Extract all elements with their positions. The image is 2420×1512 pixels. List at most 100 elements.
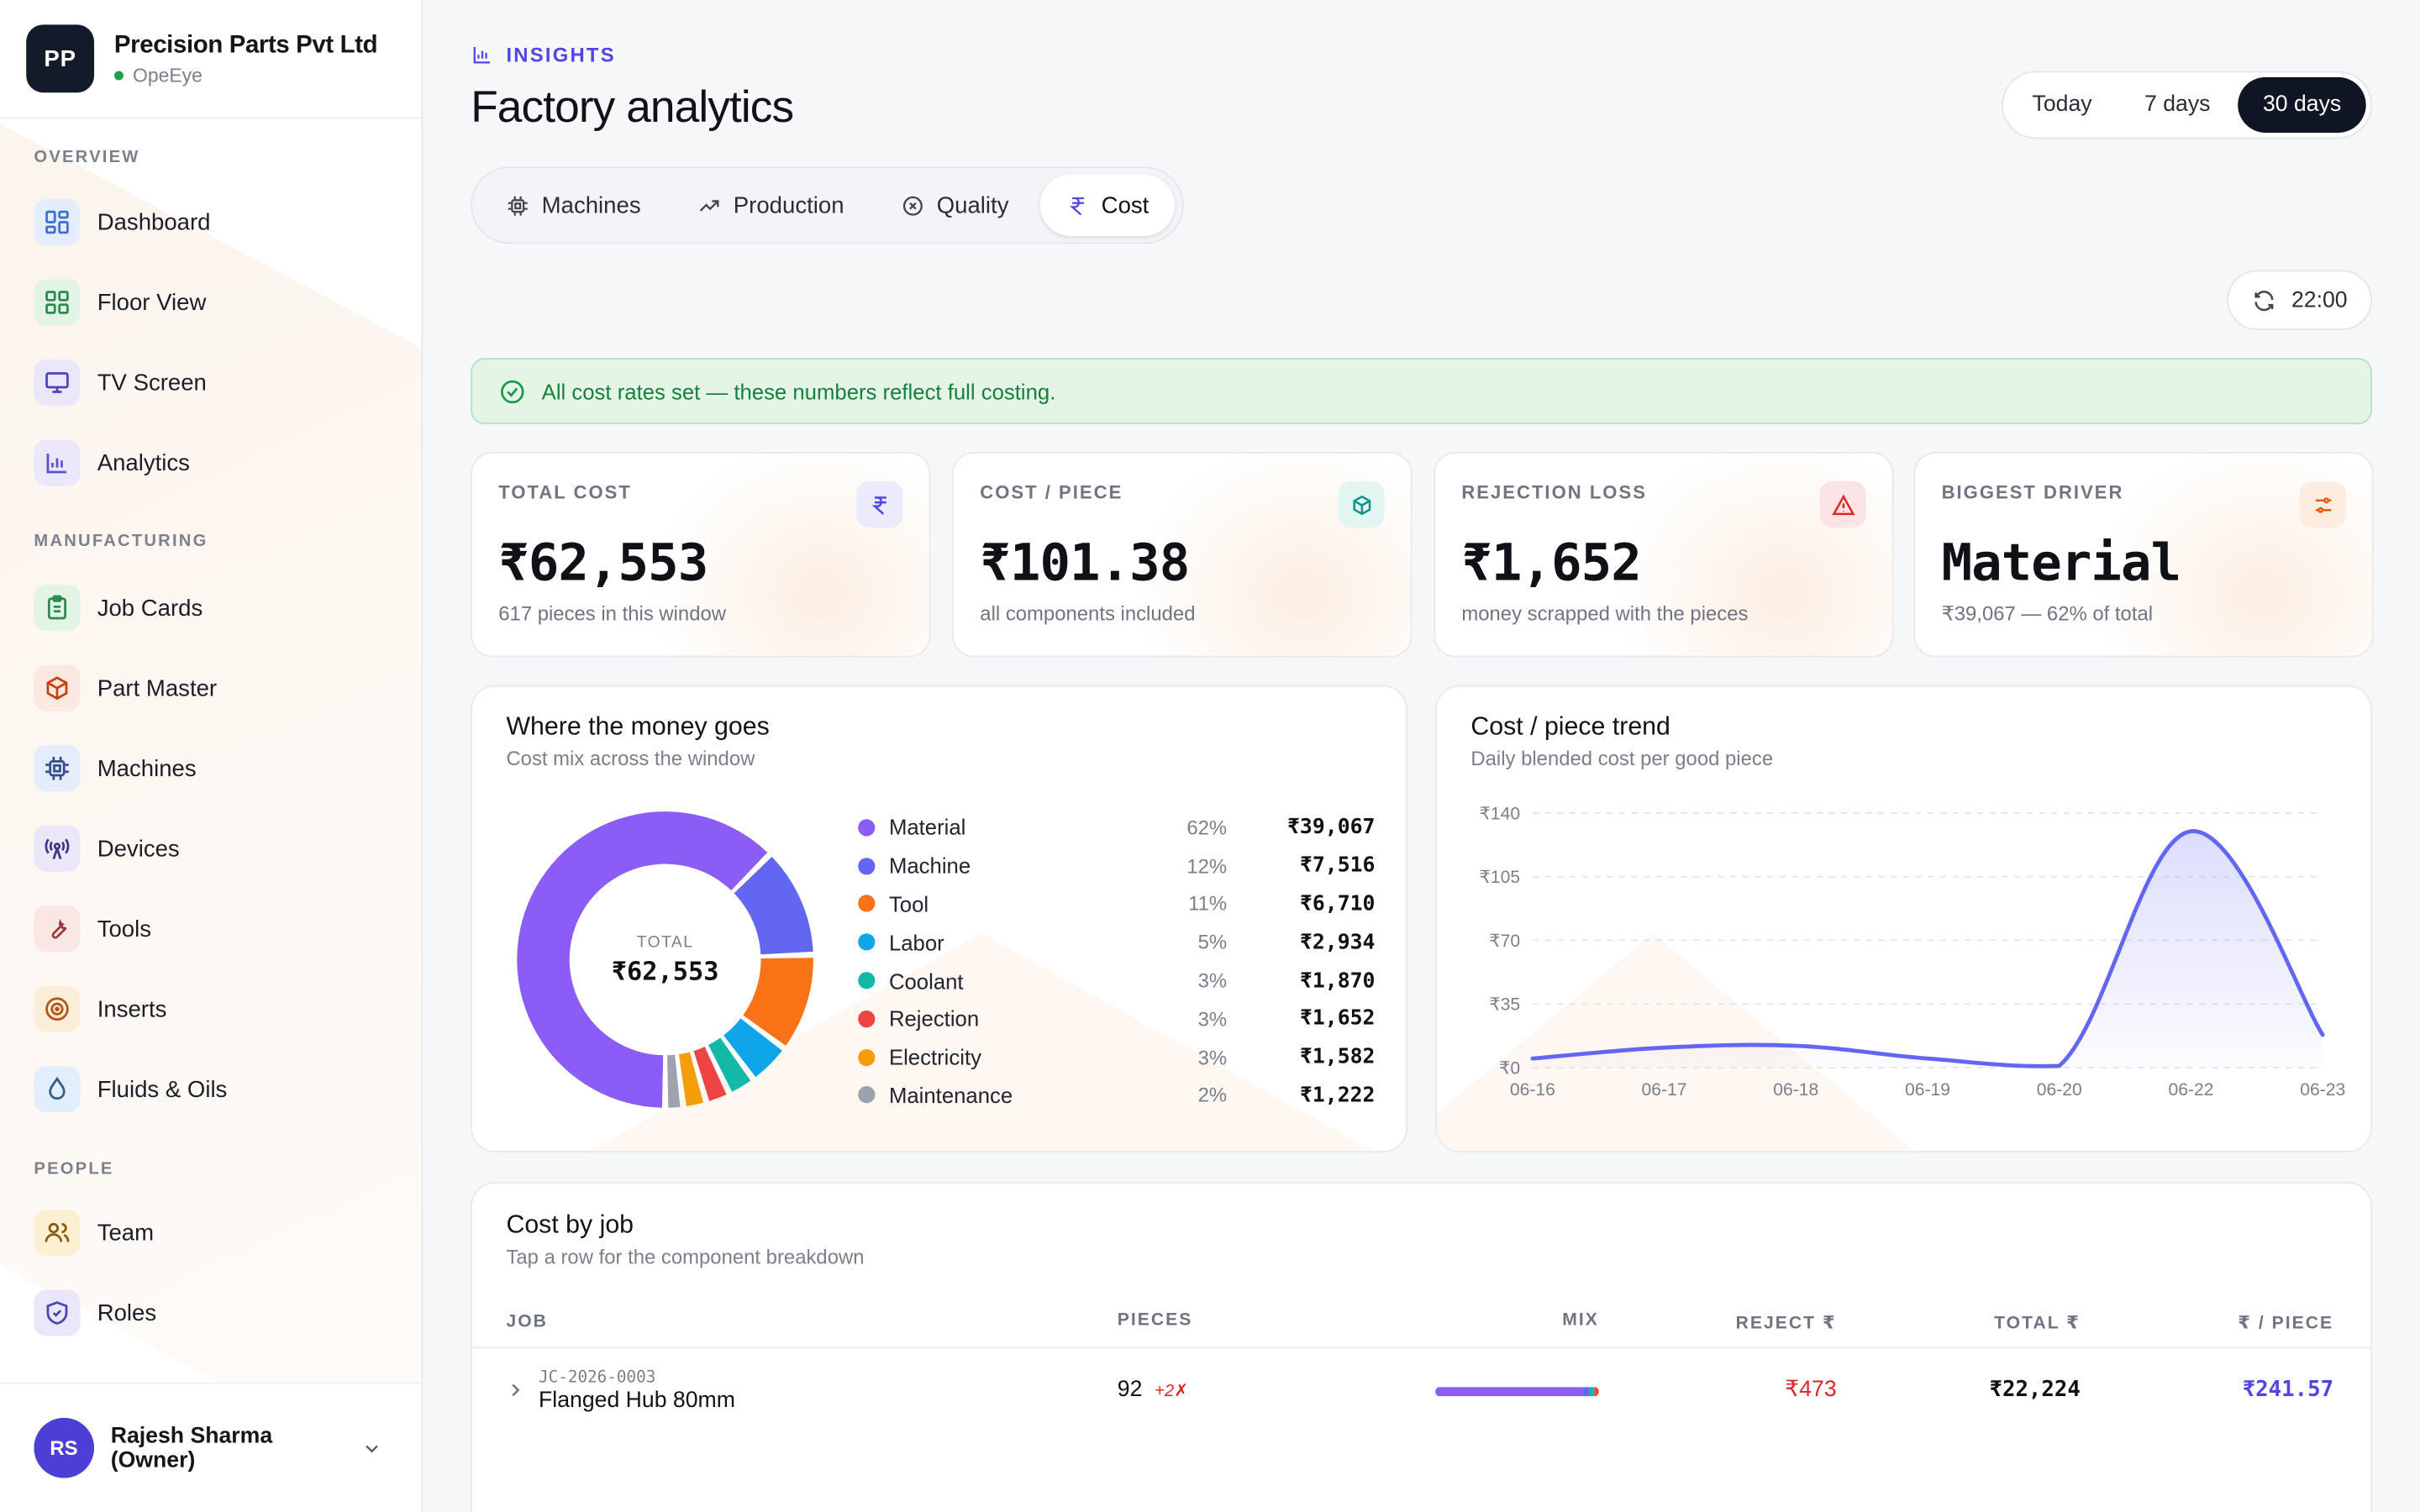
kpi-value: Material [1941, 532, 2182, 593]
sidebar-item-machines[interactable]: Machines [34, 728, 421, 809]
sidebar-item-tools[interactable]: Tools [34, 889, 421, 969]
eyebrow-label: INSIGHTS [506, 43, 616, 66]
legend-row-machine[interactable]: Machine 12% ₹7,516 [858, 847, 1375, 885]
mix-segment-coolant [1589, 1387, 1594, 1397]
legend-row-maintenance[interactable]: Maintenance 2% ₹1,222 [858, 1076, 1375, 1115]
legend-amount: ₹6,710 [1299, 891, 1376, 916]
sidebar-item-job-cards[interactable]: Job Cards [34, 568, 421, 648]
sidebar-item-dashboard[interactable]: Dashboard [34, 182, 421, 263]
donut-slice-machine[interactable] [734, 857, 813, 955]
tab-production[interactable]: Production [671, 175, 870, 236]
cost-trend-card: Cost / piece trend Daily blended cost pe… [1435, 685, 2373, 1153]
job-reject-amount: ₹473 [1785, 1378, 1837, 1403]
column-header-reject[interactable]: REJECT ₹ [1735, 1314, 1837, 1333]
range-30-days-button[interactable]: 30 days [2238, 76, 2366, 133]
legend-name: Coolant [888, 968, 964, 994]
cost-trend-line-chart: ₹0 ₹35 ₹70 ₹105 ₹140 06-16 06-17 06-18 06-19 06-2… [1479, 804, 2345, 1100]
legend-amount: ₹1,222 [1299, 1083, 1376, 1108]
sidebar-item-inserts[interactable]: Inserts [34, 969, 421, 1049]
card-title: Cost / piece trend [1470, 712, 1670, 741]
x-tick-label: 06-17 [1642, 1080, 1687, 1100]
legend-row-material[interactable]: Material 62% ₹39,067 [858, 808, 1375, 847]
sidebar-item-part-master[interactable]: Part Master [34, 648, 421, 728]
legend-dot [858, 857, 876, 874]
legend-name: Rejection [888, 1006, 980, 1032]
table-row[interactable]: JC-2026-0003 Flanged Hub 80mm 92 +2✗ [506, 1356, 2336, 1424]
cost-mix-legend: Material 62% ₹39,067 Machine 12% ₹7,516 Tool… [858, 808, 1375, 1114]
tab-label: Quality [936, 192, 1009, 218]
x-tick-label: 06-19 [1905, 1080, 1950, 1100]
legend-name: Electricity [888, 1044, 981, 1070]
column-header-per-piece[interactable]: ₹ / PIECE [2238, 1314, 2334, 1333]
kpi-card-biggest-driver: BIGGEST DRIVER Material ₹39,067 — 62% of… [1913, 452, 2374, 658]
legend-row-rejection[interactable]: Rejection 3% ₹1,652 [858, 1000, 1375, 1038]
users-icon [34, 1209, 81, 1257]
analytics-tabs: Machines Production Quality Cost [471, 166, 1185, 244]
legend-row-electricity[interactable]: Electricity 3% ₹1,582 [858, 1038, 1375, 1077]
tab-quality[interactable]: Quality [875, 175, 1034, 236]
sidebar-item-roles[interactable]: Roles [34, 1273, 421, 1353]
kpi-label: TOTAL COST [498, 481, 632, 503]
range-today-button[interactable]: Today [2032, 92, 2092, 118]
donut-slice-tool[interactable] [743, 958, 813, 1046]
sidebar-nav: OVERVIEW Dashboard Floor View TV Screen [0, 148, 421, 1352]
sidebar-item-devices[interactable]: Devices [34, 808, 421, 889]
monitor-icon [34, 359, 81, 407]
legend-name: Maintenance [888, 1083, 1013, 1108]
column-header-mix[interactable]: MIX [1562, 1311, 1599, 1331]
mix-segment-material [1435, 1387, 1585, 1397]
tab-cost[interactable]: Cost [1039, 174, 1176, 237]
y-tick-label: ₹105 [1479, 868, 1520, 887]
clipboard-icon [34, 585, 81, 632]
donut-center-label: TOTAL [637, 934, 694, 952]
legend-dot [858, 819, 876, 837]
y-tick-label: ₹70 [1489, 932, 1520, 951]
donut-slice-coolant[interactable] [708, 1037, 751, 1092]
legend-row-labor[interactable]: Labor 5% ₹2,934 [858, 923, 1375, 962]
legend-row-tool[interactable]: Tool 11% ₹6,710 [858, 885, 1375, 924]
nav-section-people: PEOPLE [34, 1160, 114, 1179]
donut-slice-rejection[interactable] [693, 1047, 727, 1101]
sidebar-item-label: Dashboard [97, 208, 211, 236]
user-name: Rajesh Sharma (Owner) [110, 1423, 273, 1473]
kpi-subtext: 617 pieces in this window [498, 601, 727, 625]
legend-dot [858, 1048, 876, 1066]
sidebar-item-tv-screen[interactable]: TV Screen [34, 343, 421, 423]
range-7-days-button[interactable]: 7 days [2144, 92, 2211, 118]
tab-machines[interactable]: Machines [480, 175, 667, 236]
sidebar-item-label: Machines [97, 755, 197, 782]
trend-line[interactable] [1530, 829, 2325, 1068]
legend-name: Tool [888, 891, 929, 916]
user-menu[interactable]: RS Rajesh Sharma (Owner) [0, 1382, 422, 1512]
legend-amount: ₹39,067 [1286, 815, 1376, 840]
sidebar-item-analytics[interactable]: Analytics [34, 423, 421, 503]
check-circle-icon [501, 379, 524, 403]
legend-row-coolant[interactable]: Coolant 3% ₹1,870 [858, 962, 1375, 1000]
bar-chart-icon [473, 47, 491, 64]
legend-amount: ₹1,652 [1299, 1006, 1376, 1032]
donut-slice-electricity[interactable] [678, 1052, 704, 1106]
brand-header[interactable]: PP Precision Parts Pvt Ltd OpeEye [0, 0, 422, 119]
refresh-button[interactable]: 22:00 [2226, 270, 2373, 331]
donut-slice-material[interactable] [517, 811, 768, 1108]
column-header-job[interactable]: JOB [506, 1313, 548, 1332]
sidebar-item-label: Team [97, 1219, 155, 1247]
sidebar-item-label: Part Master [97, 675, 218, 701]
donut-slice-maintenance[interactable] [667, 1054, 681, 1108]
sidebar-item-fluids-oils[interactable]: Fluids & Oils [34, 1049, 421, 1130]
column-header-pieces[interactable]: PIECES [1117, 1311, 1193, 1331]
column-header-total[interactable]: TOTAL ₹ [1994, 1314, 2081, 1333]
x-tick-label: 06-16 [1510, 1080, 1555, 1100]
sliders-icon [2299, 481, 2346, 528]
sidebar-item-label: Inserts [97, 995, 167, 1022]
donut-slice-labor[interactable] [723, 1018, 782, 1078]
sidebar-item-team[interactable]: Team [34, 1193, 421, 1273]
sidebar-item-floor-view[interactable]: Floor View [34, 262, 421, 343]
chevron-right-icon[interactable] [505, 1379, 527, 1401]
kpi-card-cost-per-piece: COST / PIECE ₹101.38 all components incl… [952, 452, 1413, 658]
job-name: Flanged Hub 80mm [539, 1388, 735, 1413]
chevron-down-icon[interactable] [361, 1437, 383, 1459]
disc-icon [34, 985, 81, 1032]
cube-icon [1338, 481, 1385, 528]
date-range-selector: Today 7 days 30 days [2001, 71, 2373, 139]
